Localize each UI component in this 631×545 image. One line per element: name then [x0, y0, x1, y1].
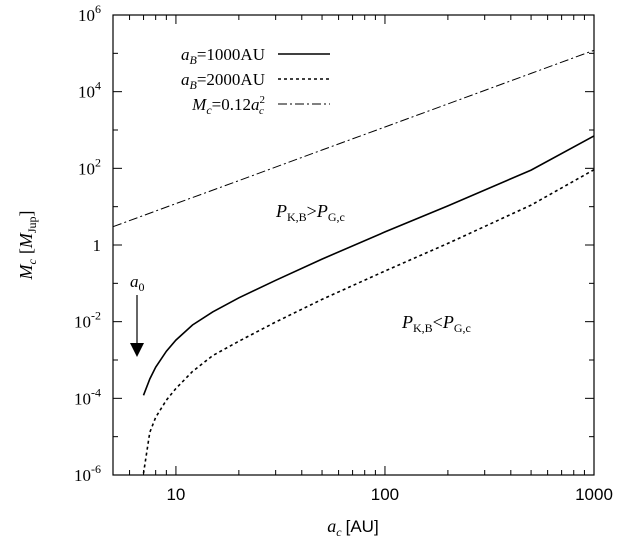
x-axis-label: ac [AU] [327, 516, 378, 539]
y-tick-label: 10-2 [74, 309, 101, 332]
y-axis-unit-open: [ [16, 248, 36, 254]
a0-arrow-head [130, 343, 144, 357]
y-tick-label: 102 [78, 155, 101, 178]
series-line-3 [112, 49, 595, 228]
x-tick-label: 1000 [575, 485, 613, 504]
y-tick-label: 1 [93, 236, 102, 255]
y-tick-label: 104 [78, 79, 101, 102]
x-axis-unit: [AU] [346, 517, 379, 536]
y-axis-unit-var: M [16, 232, 36, 249]
y-axis-sub: c [25, 259, 39, 265]
x-axis-sub: c [336, 525, 342, 539]
x-tick-label: 100 [371, 485, 399, 504]
x-axis: 10 100 1000 [112, 15, 613, 504]
x-tick-label: 10 [166, 485, 185, 504]
series-line-2 [142, 169, 595, 474]
series-line-1 [142, 135, 595, 396]
y-axis-var: M [16, 264, 36, 281]
legend: aB=1000AU aB=2000AU Mc=0.12a2 c [181, 45, 330, 117]
annotation-a0: a0 [130, 272, 145, 294]
y-axis-label: Mc[MJup] [16, 211, 39, 281]
annotation-lower-region: PK,B<PG,c [401, 312, 471, 335]
annotation-upper-region: PK,B>PG,c [275, 201, 345, 224]
y-tick-label: 10-4 [74, 385, 101, 408]
y-axis-unit-sub: Jup [25, 217, 39, 234]
x-axis-var: a [327, 516, 336, 536]
y-axis: 106 104 102 1 10-2 10-4 10-6 [74, 2, 594, 485]
legend-label-1: aB=1000AU [181, 45, 265, 67]
plot-marks [112, 49, 595, 474]
y-tick-label: 10-6 [74, 462, 101, 485]
legend-label-2: aB=2000AU [181, 70, 265, 92]
legend-label-3: Mc=0.12a2 c [191, 94, 265, 117]
y-axis-unit-close: ] [16, 211, 36, 217]
y-tick-label: 106 [78, 2, 101, 25]
